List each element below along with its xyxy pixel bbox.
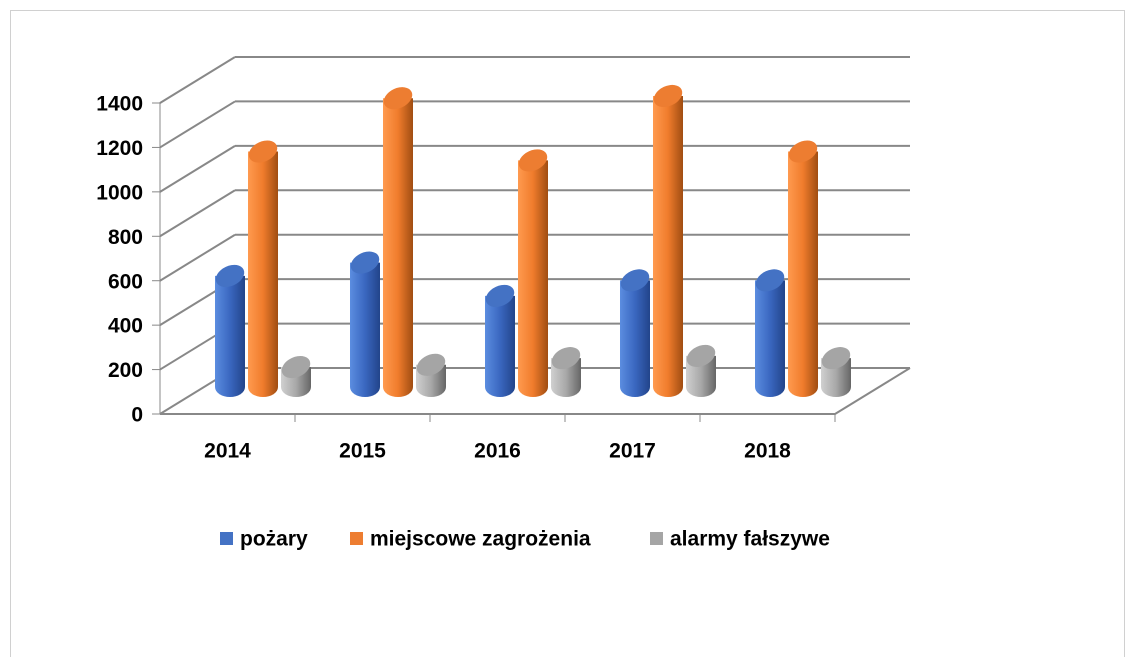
y-tick-label: 800 xyxy=(108,226,143,249)
y-tick-label: 1000 xyxy=(96,181,143,204)
bar-top xyxy=(755,269,785,292)
y-tick-label: 1400 xyxy=(96,93,143,116)
legend-label: alarmy fałszywe xyxy=(670,528,830,551)
grid-line-side xyxy=(159,233,236,282)
bar xyxy=(215,275,245,397)
bar-top xyxy=(620,269,650,292)
legend-label: pożary xyxy=(240,528,308,551)
grid-line-side xyxy=(159,189,236,238)
legend-label: miejscowe zagrożenia xyxy=(370,528,591,551)
bar xyxy=(350,262,380,397)
bar-top xyxy=(485,284,515,307)
bar xyxy=(788,151,818,397)
y-tick-label: 600 xyxy=(108,270,143,293)
bar-top xyxy=(416,353,446,376)
x-tick-label: 2015 xyxy=(339,440,386,463)
bar xyxy=(518,160,548,397)
bar-top xyxy=(653,84,683,108)
legend-swatch xyxy=(350,532,363,545)
grid-line-side xyxy=(159,145,236,193)
y-tick-label: 400 xyxy=(108,315,143,338)
bar xyxy=(383,98,413,397)
bar-top xyxy=(215,264,245,287)
bar-top xyxy=(821,347,851,370)
bar-top xyxy=(350,251,380,274)
bar xyxy=(248,151,278,397)
legend-swatch xyxy=(650,532,663,545)
bar xyxy=(653,95,683,397)
legend-swatch xyxy=(220,532,233,545)
bar-top xyxy=(383,87,413,110)
bar-top xyxy=(518,149,548,172)
bar xyxy=(755,280,785,397)
y-tick-label: 1200 xyxy=(96,137,143,160)
bar-top xyxy=(248,140,278,163)
y-tick-label: 200 xyxy=(108,359,143,382)
x-tick-label: 2016 xyxy=(474,440,521,463)
grid-line-side xyxy=(159,100,236,149)
x-tick-label: 2014 xyxy=(204,440,251,463)
x-tick-label: 2018 xyxy=(744,440,791,463)
bar-top xyxy=(551,347,581,370)
y-tick-label: 0 xyxy=(131,404,143,427)
floor-right xyxy=(834,367,911,415)
grid-line-side xyxy=(159,56,236,104)
bar-top xyxy=(686,344,716,367)
bar-top xyxy=(788,140,818,163)
bar xyxy=(620,280,650,397)
bar xyxy=(485,295,515,397)
x-tick-label: 2017 xyxy=(609,440,656,463)
bar-top xyxy=(281,355,311,379)
frame xyxy=(10,10,1125,662)
